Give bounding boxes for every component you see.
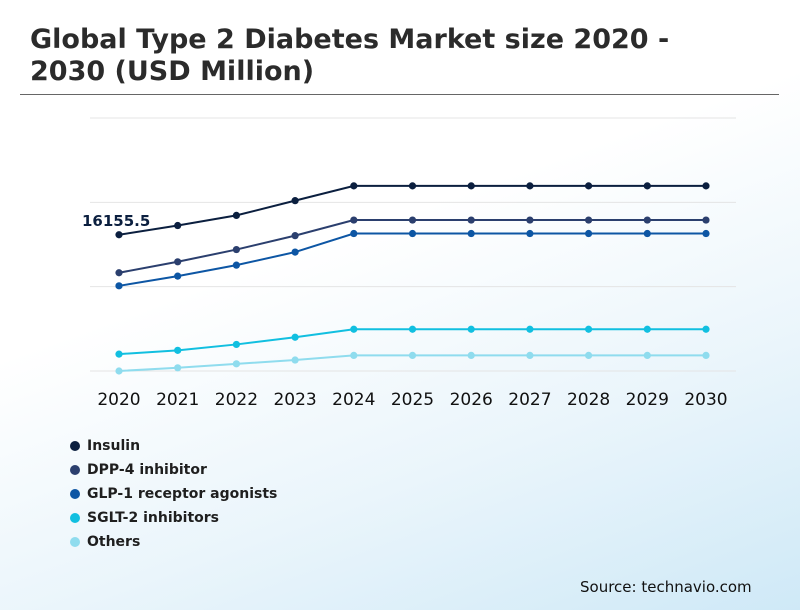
legend-item: Others <box>70 530 277 554</box>
series-line-glp-1-receptor-agonists <box>118 232 706 287</box>
data-point-glp-1-receptor-agonists <box>408 229 417 238</box>
chart-legend: Insulin DPP-4 inhibitor GLP-1 receptor ago… <box>70 434 277 554</box>
chart-annotations: 16155.5 <box>82 212 150 230</box>
data-point-insulin <box>174 221 182 230</box>
legend-item: Insulin <box>70 434 277 458</box>
data-point-dpp-4-inhibitor <box>174 258 182 266</box>
series-line-dpp-4-inhibitor <box>118 219 706 274</box>
data-point-insulin <box>291 197 299 205</box>
data-point-sglt-2-inhibitors <box>467 325 475 333</box>
data-point-others <box>643 351 651 359</box>
data-point-glp-1-receptor-agonists <box>350 229 358 238</box>
data-point-others <box>585 351 593 359</box>
data-point-others <box>467 351 475 359</box>
data-point-insulin <box>526 182 534 190</box>
data-point-sglt-2-inhibitors <box>291 333 299 341</box>
data-point-insulin <box>350 182 358 190</box>
data-point-sglt-2-inhibitors <box>232 340 240 349</box>
source-credit: Source: technavio.com <box>580 578 752 596</box>
legend-item: SGLT-2 inhibitors <box>70 506 277 530</box>
data-point-dpp-4-inhibitor <box>526 216 534 224</box>
data-point-insulin <box>585 182 593 190</box>
data-point-sglt-2-inhibitors <box>702 325 710 333</box>
data-point-insulin <box>702 182 710 190</box>
data-point-others <box>291 356 299 364</box>
data-point-dpp-4-inhibitor <box>408 216 417 224</box>
data-point-glp-1-receptor-agonists <box>232 261 240 269</box>
chart-series-points <box>115 182 710 375</box>
data-point-dpp-4-inhibitor <box>585 216 593 224</box>
data-point-others <box>526 351 534 359</box>
data-point-glp-1-receptor-agonists <box>585 229 593 238</box>
legend-marker <box>70 537 80 547</box>
legend-item: DPP-4 inhibitor <box>70 458 277 482</box>
data-point-glp-1-receptor-agonists <box>702 229 710 238</box>
x-tick-label: 2028 <box>567 390 610 410</box>
legend-label: Others <box>87 534 141 550</box>
data-point-others <box>408 351 417 359</box>
data-point-others <box>232 360 240 368</box>
x-tick-label: 2023 <box>273 390 316 410</box>
data-point-dpp-4-inhibitor <box>643 216 651 224</box>
data-point-insulin <box>467 182 475 190</box>
data-point-insulin <box>643 182 651 190</box>
legend-marker <box>70 489 80 499</box>
data-point-glp-1-receptor-agonists <box>115 282 123 290</box>
x-tick-label: 2026 <box>450 390 493 410</box>
chart-title: Global Type 2 Diabetes Market size 2020 … <box>30 24 670 87</box>
legend-item: GLP-1 receptor agonists <box>70 482 277 506</box>
x-tick-label: 2022 <box>215 390 258 410</box>
data-point-others <box>115 367 123 375</box>
legend-label: Insulin <box>87 438 141 454</box>
legend-label: DPP-4 inhibitor <box>87 462 207 478</box>
x-tick-label: 2025 <box>391 390 434 410</box>
x-tick-label: 2030 <box>684 390 727 410</box>
data-point-sglt-2-inhibitors <box>526 325 534 333</box>
title-divider <box>20 94 779 95</box>
data-point-glp-1-receptor-agonists <box>174 272 182 280</box>
data-point-insulin <box>408 182 417 190</box>
chart-grid <box>90 117 736 372</box>
data-point-dpp-4-inhibitor <box>291 232 299 240</box>
data-point-glp-1-receptor-agonists <box>467 229 475 238</box>
x-tick-label: 2029 <box>626 390 669 410</box>
data-point-dpp-4-inhibitor <box>467 216 475 224</box>
chart-series-lines <box>118 184 706 372</box>
data-point-dpp-4-inhibitor <box>350 216 358 224</box>
series-line-sglt-2-inhibitors <box>118 328 706 356</box>
data-point-sglt-2-inhibitors <box>350 325 358 333</box>
data-point-glp-1-receptor-agonists <box>291 248 299 256</box>
data-point-insulin <box>115 231 123 239</box>
data-point-others <box>174 364 182 372</box>
series-line-insulin <box>118 184 706 236</box>
data-point-dpp-4-inhibitor <box>702 216 710 224</box>
data-point-insulin <box>232 211 240 220</box>
data-point-sglt-2-inhibitors <box>115 350 123 358</box>
data-point-dpp-4-inhibitor <box>115 269 123 277</box>
legend-marker <box>70 465 80 475</box>
data-point-glp-1-receptor-agonists <box>526 229 534 238</box>
legend-marker <box>70 513 80 523</box>
data-point-others <box>350 351 358 359</box>
data-point-glp-1-receptor-agonists <box>643 229 651 238</box>
data-point-sglt-2-inhibitors <box>585 325 593 333</box>
legend-marker <box>70 441 80 451</box>
data-point-dpp-4-inhibitor <box>232 245 240 254</box>
x-tick-label: 2020 <box>97 390 140 410</box>
data-point-sglt-2-inhibitors <box>408 325 417 333</box>
x-tick-label: 2024 <box>332 390 375 410</box>
data-label: 16155.5 <box>82 212 150 230</box>
data-point-sglt-2-inhibitors <box>643 325 651 333</box>
legend-label: GLP-1 receptor agonists <box>87 486 278 502</box>
legend-label: SGLT-2 inhibitors <box>87 510 219 526</box>
data-point-sglt-2-inhibitors <box>174 346 182 354</box>
line-chart: 2020 2021 2022 2023 2024 2025 2026 2027 2028 2029… <box>82 117 736 410</box>
data-point-others <box>702 351 710 359</box>
x-tick-label: 2027 <box>508 390 551 410</box>
x-axis-tick-labels: 2020 2021 2022 2023 2024 2025 2026 2027 2028 2029… <box>97 390 727 410</box>
x-tick-label: 2021 <box>156 390 199 410</box>
